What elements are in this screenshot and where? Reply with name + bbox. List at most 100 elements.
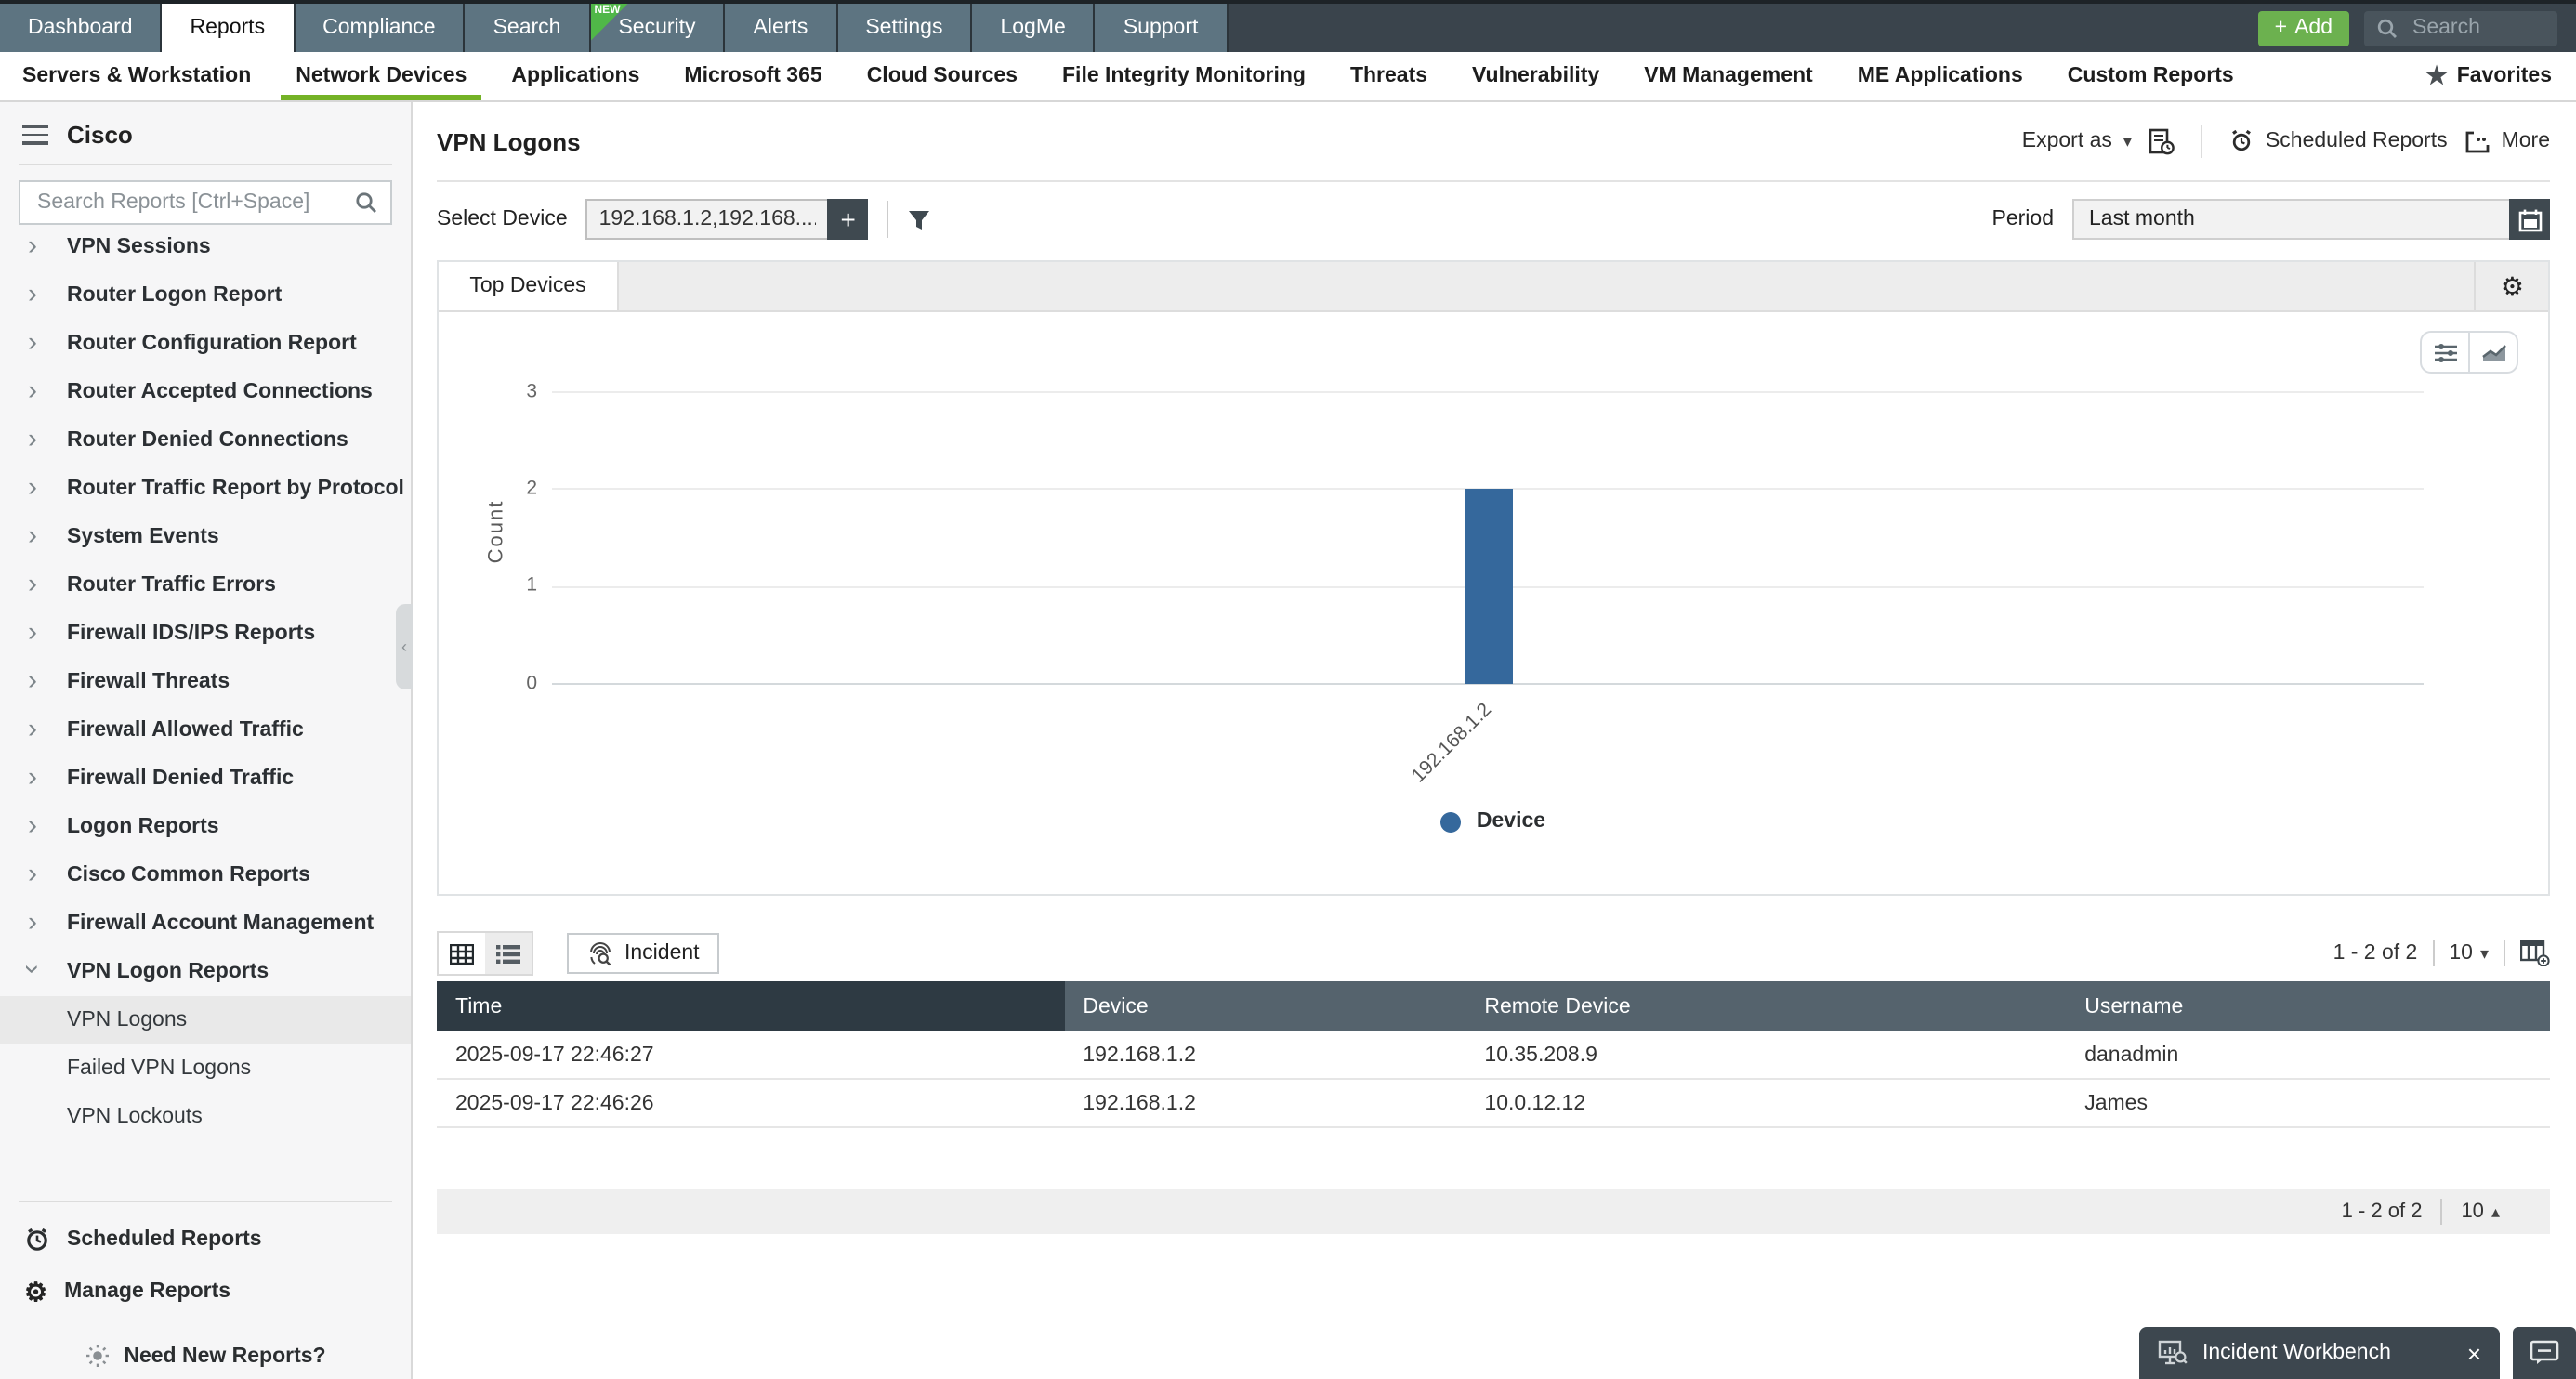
sidebar-search-input[interactable]	[33, 190, 355, 216]
favorites-button[interactable]: ★ Favorites	[2425, 52, 2576, 100]
tab-top-devices[interactable]: Top Devices	[439, 262, 619, 310]
column-header-device[interactable]: Device	[1064, 981, 1466, 1031]
report-tree-item[interactable]: › Firewall IDS/IPS Reports	[0, 610, 411, 658]
period-input[interactable]	[2072, 199, 2509, 240]
report-tree-item[interactable]: › Router Configuration Report	[0, 320, 411, 368]
top-nav-tab[interactable]: NEW Security	[590, 4, 726, 52]
incident-workbench-icon	[2158, 1340, 2188, 1366]
top-nav-tab[interactable]: Settings	[837, 4, 973, 52]
calendar-icon	[2517, 207, 2542, 231]
feedback-chat-button[interactable]	[2513, 1327, 2576, 1379]
topbar-right: + Add	[2257, 4, 2576, 52]
report-tree-item[interactable]: › Firewall Threats	[0, 658, 411, 706]
report-tree-item[interactable]: › Cisco Common Reports	[0, 851, 411, 900]
report-tree-item[interactable]: › Router Denied Connections	[0, 416, 411, 465]
report-tree-item[interactable]: › VPN Sessions	[0, 232, 411, 271]
top-nav-tab[interactable]: Compliance	[295, 4, 466, 52]
sub-nav-item[interactable]: Cloud Sources	[845, 52, 1040, 100]
column-header-time[interactable]: Time	[437, 981, 1065, 1031]
global-search-input[interactable]	[2409, 15, 2546, 41]
report-tree-item[interactable]: › Firewall Allowed Traffic	[0, 706, 411, 755]
top-nav-tab[interactable]: Dashboard	[0, 4, 163, 52]
table-row[interactable]: 2025-09-17 22:46:27 192.168.1.2 10.35.20…	[437, 1031, 2550, 1080]
page-size-dropdown[interactable]: 10 ▾	[2449, 942, 2489, 965]
chart-filter-settings-button[interactable]	[2422, 333, 2468, 372]
report-main: VPN Logons Export as ▾ Scheduled Re	[413, 102, 2576, 1379]
report-tree-item[interactable]: › Router Logon Report	[0, 271, 411, 320]
sidebar-scheduled-reports[interactable]: Scheduled Reports	[0, 1214, 411, 1266]
report-tree-item-label: Firewall Threats	[67, 671, 230, 693]
sub-nav-item-label: Custom Reports	[2067, 65, 2234, 87]
sidebar-manage-reports[interactable]: ⚙ Manage Reports	[0, 1266, 411, 1318]
top-nav-tab[interactable]: Alerts	[725, 4, 838, 52]
chart-settings-button[interactable]: ⚙	[2474, 262, 2548, 310]
hamburger-menu-icon[interactable]	[22, 125, 48, 145]
chart-gridline	[552, 391, 2424, 393]
cell-time: 2025-09-17 22:46:27	[455, 1044, 654, 1066]
y-axis-tick-label: 2	[526, 477, 537, 500]
report-tree-item[interactable]: › Router Accepted Connections	[0, 368, 411, 416]
sub-nav-item[interactable]: Custom Reports	[2045, 52, 2256, 100]
need-new-reports-link[interactable]: Need New Reports?	[0, 1344, 411, 1368]
sub-nav-item[interactable]: Threats	[1328, 52, 1450, 100]
device-input[interactable]	[585, 199, 828, 240]
report-tree-item[interactable]: › VPN Logons	[0, 996, 411, 1044]
divider	[887, 201, 889, 238]
column-header-remote-device[interactable]: Remote Device	[1465, 981, 2067, 1031]
global-search-box[interactable]	[2364, 10, 2557, 46]
y-axis-title: Count	[485, 499, 508, 564]
top-nav-tab[interactable]: Search	[465, 4, 591, 52]
table-row[interactable]: 2025-09-17 22:46:26 192.168.1.2 10.0.12.…	[437, 1080, 2550, 1128]
chart-legend[interactable]: Device	[439, 810, 2548, 833]
sub-nav-item[interactable]: Microsoft 365	[662, 52, 844, 100]
sub-nav-item[interactable]: Network Devices	[273, 52, 489, 100]
chart-type-button[interactable]	[2468, 333, 2517, 372]
report-tree-item[interactable]: › Firewall Account Management	[0, 900, 411, 948]
list-view-icon	[496, 943, 520, 964]
add-button-label: Add	[2294, 17, 2333, 39]
sub-nav-item[interactable]: Servers & Workstation	[0, 52, 273, 100]
report-tree-item[interactable]: › Firewall Denied Traffic	[0, 755, 411, 803]
report-tree-item[interactable]: › VPN Lockouts	[0, 1093, 411, 1141]
top-nav-tab[interactable]: LogMe	[972, 4, 1096, 52]
scheduled-reports-button[interactable]: Scheduled Reports	[2228, 128, 2448, 154]
filter-icon[interactable]	[908, 207, 932, 231]
sub-nav-item[interactable]: VM Management	[1622, 52, 1835, 100]
divider	[2440, 1199, 2443, 1225]
report-tree-item-label: VPN Lockouts	[67, 1106, 203, 1128]
add-device-button[interactable]: +	[827, 199, 869, 240]
chevron-right-icon: ›	[28, 664, 37, 697]
report-tree-item[interactable]: › Router Traffic Errors	[0, 561, 411, 610]
top-nav-tab[interactable]: Reports	[162, 4, 296, 52]
add-button[interactable]: + Add	[2257, 10, 2349, 46]
calendar-button[interactable]	[2509, 199, 2550, 240]
list-view-button[interactable]	[485, 933, 532, 974]
sub-nav-item[interactable]: Applications	[489, 52, 662, 100]
select-device-label: Select Device	[437, 208, 568, 230]
column-header-username[interactable]: Username	[2066, 981, 2550, 1031]
report-tree-item[interactable]: › VPN Logon Reports	[0, 948, 411, 996]
bar-192.168.1.2[interactable]	[1464, 489, 1512, 684]
top-nav-tab[interactable]: Support	[1095, 4, 1229, 52]
sidebar-search-box[interactable]	[19, 180, 392, 225]
sidebar-footer: Scheduled Reports ⚙ Manage Reports Need …	[0, 1201, 411, 1379]
incident-workbench-bar[interactable]: Incident Workbench ×	[2139, 1327, 2500, 1379]
sidebar-header: Cisco	[0, 102, 411, 164]
close-icon[interactable]: ×	[2466, 1339, 2481, 1367]
export-as-button[interactable]: Export as ▾	[2022, 130, 2132, 152]
grid-view-button[interactable]	[439, 933, 485, 974]
sub-nav-item[interactable]: ME Applications	[1835, 52, 2045, 100]
sub-nav-item[interactable]: Vulnerability	[1450, 52, 1622, 100]
export-history-icon[interactable]	[2149, 127, 2175, 155]
report-tree-item[interactable]: › Logon Reports	[0, 803, 411, 851]
report-tree-item[interactable]: › System Events	[0, 513, 411, 561]
manage-columns-button[interactable]	[2520, 940, 2550, 966]
more-button[interactable]: More	[2464, 129, 2550, 153]
sidebar-collapse-handle[interactable]: ‹	[396, 604, 413, 690]
sub-nav-item[interactable]: File Integrity Monitoring	[1040, 52, 1328, 100]
footer-page-size-value: 10	[2461, 1201, 2484, 1223]
report-tree-item[interactable]: › Failed VPN Logons	[0, 1044, 411, 1093]
footer-page-size-dropdown[interactable]: 10 ▴	[2461, 1201, 2500, 1223]
incident-button[interactable]: Incident	[567, 933, 720, 974]
report-tree-item[interactable]: › Router Traffic Report by Protocol	[0, 465, 411, 513]
